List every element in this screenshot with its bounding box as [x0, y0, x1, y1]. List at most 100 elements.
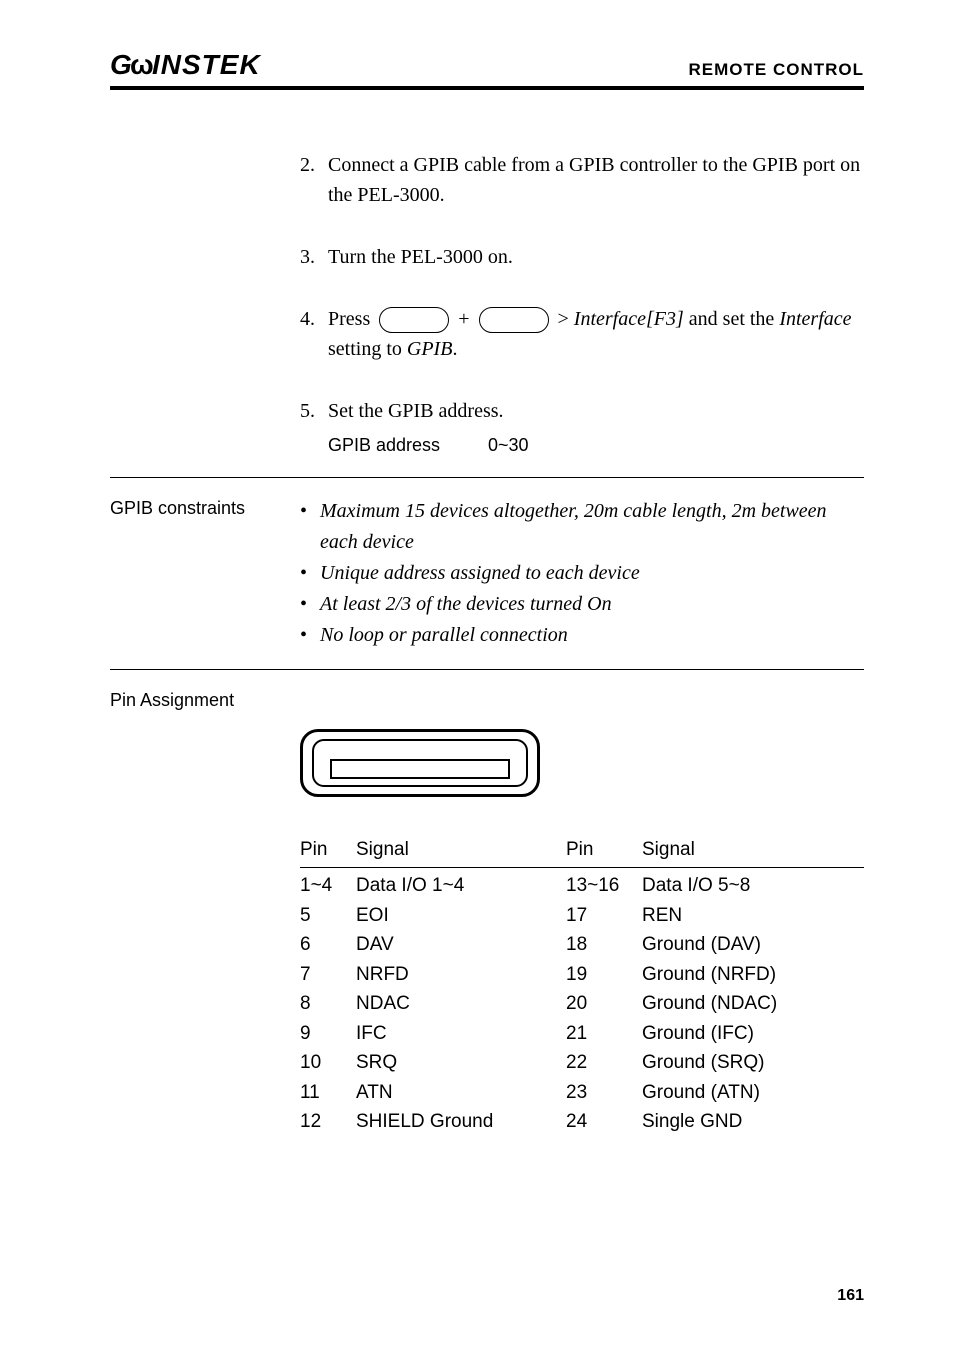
- signal-cell: Ground (NDAC): [642, 989, 864, 1018]
- pin-rows: 1~4Data I/O 1~413~16Data I/O 5~85EOI17RE…: [300, 871, 864, 1136]
- step-5: 5. Set the GPIB address. GPIB address 0~…: [300, 396, 864, 459]
- signal-cell: Data I/O 1~4: [356, 871, 566, 900]
- pin-cell: 21: [566, 1019, 642, 1048]
- pin-cell: 1~4: [300, 871, 356, 900]
- pin-cell: 22: [566, 1048, 642, 1077]
- gpib-address-label: GPIB address: [328, 432, 488, 459]
- step-number: 3.: [300, 242, 328, 272]
- table-row: 12SHIELD Ground24Single GND: [300, 1107, 864, 1136]
- logo: G ω INSTEK: [110, 50, 270, 80]
- signal-cell: Ground (IFC): [642, 1019, 864, 1048]
- pin-cell: 20: [566, 989, 642, 1018]
- svg-text:ω: ω: [130, 50, 154, 80]
- table-row: 10SRQ22Ground (SRQ): [300, 1048, 864, 1077]
- signal-cell: Single GND: [642, 1107, 864, 1136]
- pin-cell: 8: [300, 989, 356, 1018]
- gpib-constraints-section: GPIB constraints Maximum 15 devices alto…: [110, 496, 864, 651]
- step-number: 5.: [300, 396, 328, 459]
- divider: [110, 477, 864, 478]
- svg-text:G: G: [110, 50, 132, 80]
- page-header: G ω INSTEK REMOTE CONTROL: [110, 50, 864, 90]
- signal-cell: Data I/O 5~8: [642, 871, 864, 900]
- step-text: Set the GPIB address. GPIB address 0~30: [328, 396, 864, 459]
- table-row: 7NRFD19Ground (NRFD): [300, 960, 864, 989]
- pin-cell: 11: [300, 1078, 356, 1107]
- col-signal: Signal: [356, 835, 566, 864]
- press-label: Press: [328, 308, 370, 330]
- and-set: and set the: [684, 308, 780, 330]
- page-number: 161: [837, 1287, 864, 1305]
- section-title: REMOTE CONTROL: [689, 60, 865, 80]
- constraints-label: GPIB constraints: [110, 496, 300, 651]
- pin-table: Pin Signal Pin Signal 1~4Data I/O 1~413~…: [300, 835, 864, 1136]
- pin-cell: 7: [300, 960, 356, 989]
- step-4: 4. Press + > Interface[F3] and set the I…: [300, 304, 864, 364]
- signal-cell: SHIELD Ground: [356, 1107, 566, 1136]
- pin-cell: 13~16: [566, 871, 642, 900]
- setting-to: setting to: [328, 338, 407, 360]
- step-text: Press + > Interface[F3] and set the Inte…: [328, 304, 864, 364]
- pin-cell: 9: [300, 1019, 356, 1048]
- step-number: 4.: [300, 304, 328, 364]
- signal-cell: DAV: [356, 930, 566, 959]
- pin-cell: 17: [566, 901, 642, 930]
- constraints-list: Maximum 15 devices altogether, 20m cable…: [300, 496, 864, 651]
- pin-cell: 6: [300, 930, 356, 959]
- period: .: [452, 338, 457, 360]
- signal-cell: ATN: [356, 1078, 566, 1107]
- step-text: Connect a GPIB cable from a GPIB control…: [328, 150, 864, 210]
- divider: [110, 669, 864, 670]
- interface-f3: Interface[F3]: [574, 308, 684, 330]
- svg-text:INSTEK: INSTEK: [152, 50, 261, 80]
- signal-cell: Ground (DAV): [642, 930, 864, 959]
- gpib-word: GPIB: [407, 338, 453, 360]
- col-pin: Pin: [566, 835, 642, 864]
- col-signal: Signal: [642, 835, 864, 864]
- table-row: 11ATN23Ground (ATN): [300, 1078, 864, 1107]
- pin-cell: 24: [566, 1107, 642, 1136]
- signal-cell: Ground (SRQ): [642, 1048, 864, 1077]
- signal-cell: REN: [642, 901, 864, 930]
- table-row: 8NDAC20Ground (NDAC): [300, 989, 864, 1018]
- col-pin: Pin: [300, 835, 356, 864]
- pin-cell: 19: [566, 960, 642, 989]
- signal-cell: Ground (ATN): [642, 1078, 864, 1107]
- table-row: 1~4Data I/O 1~413~16Data I/O 5~8: [300, 871, 864, 900]
- pin-cell: 23: [566, 1078, 642, 1107]
- gt-label: >: [558, 308, 569, 330]
- signal-cell: EOI: [356, 901, 566, 930]
- pin-cell: 5: [300, 901, 356, 930]
- pin-assignment-section: Pin Assignment: [110, 688, 864, 711]
- connector-icon: [300, 729, 540, 799]
- signal-cell: NRFD: [356, 960, 566, 989]
- button-placeholder-icon: [479, 307, 549, 333]
- plus-label: +: [458, 308, 469, 330]
- signal-cell: IFC: [356, 1019, 566, 1048]
- constraint-item: No loop or parallel connection: [300, 620, 864, 651]
- constraint-item: At least 2/3 of the devices turned On: [300, 589, 864, 620]
- table-row: 9IFC21Ground (IFC): [300, 1019, 864, 1048]
- constraint-item: Maximum 15 devices altogether, 20m cable…: [300, 496, 864, 558]
- signal-cell: Ground (NRFD): [642, 960, 864, 989]
- button-placeholder-icon: [379, 307, 449, 333]
- step-number: 2.: [300, 150, 328, 210]
- step5-text: Set the GPIB address.: [328, 396, 864, 426]
- signal-cell: SRQ: [356, 1048, 566, 1077]
- step-2: 2. Connect a GPIB cable from a GPIB cont…: [300, 150, 864, 210]
- signal-cell: NDAC: [356, 989, 566, 1018]
- steps-block: 2. Connect a GPIB cable from a GPIB cont…: [300, 150, 864, 478]
- table-row: 5EOI17REN: [300, 901, 864, 930]
- pin-assignment-label: Pin Assignment: [110, 688, 300, 711]
- table-row: 6DAV18Ground (DAV): [300, 930, 864, 959]
- pin-cell: 10: [300, 1048, 356, 1077]
- gpib-address-range: 0~30: [488, 432, 529, 459]
- pin-cell: 12: [300, 1107, 356, 1136]
- logo-svg: G ω INSTEK: [110, 50, 270, 80]
- interface-word: Interface: [779, 308, 851, 330]
- step-text: Turn the PEL-3000 on.: [328, 242, 864, 272]
- gpib-address-row: GPIB address 0~30: [328, 432, 864, 459]
- connector-diagram: [300, 729, 864, 799]
- pin-table-header: Pin Signal Pin Signal: [300, 835, 864, 868]
- step-3: 3. Turn the PEL-3000 on.: [300, 242, 864, 272]
- constraint-item: Unique address assigned to each device: [300, 558, 864, 589]
